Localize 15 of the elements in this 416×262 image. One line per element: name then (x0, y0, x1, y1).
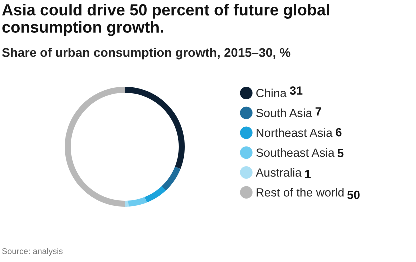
data-label: 50 (348, 190, 360, 200)
legend-label: Southeast Asia (256, 148, 335, 158)
data-label: 31 (290, 86, 303, 95)
legend-label: Northeast Asia (256, 128, 333, 138)
chart-subtitle: Share of urban consumption growth, 2015–30, % (2, 48, 291, 60)
legend-label: Australia (256, 168, 302, 177)
source-note: Source: analysis (2, 248, 63, 256)
data-label: 7 (316, 108, 322, 116)
data-label: 6 (336, 128, 342, 137)
legend-label: Rest of the world (256, 188, 344, 197)
legend-label: South Asia (256, 108, 312, 118)
data-label: 5 (338, 149, 344, 158)
chart-title: Asia could drive 50 percent of future global consumption growth. (2, 4, 330, 36)
data-label: 1 (305, 170, 311, 178)
legend-label: China (256, 88, 287, 98)
